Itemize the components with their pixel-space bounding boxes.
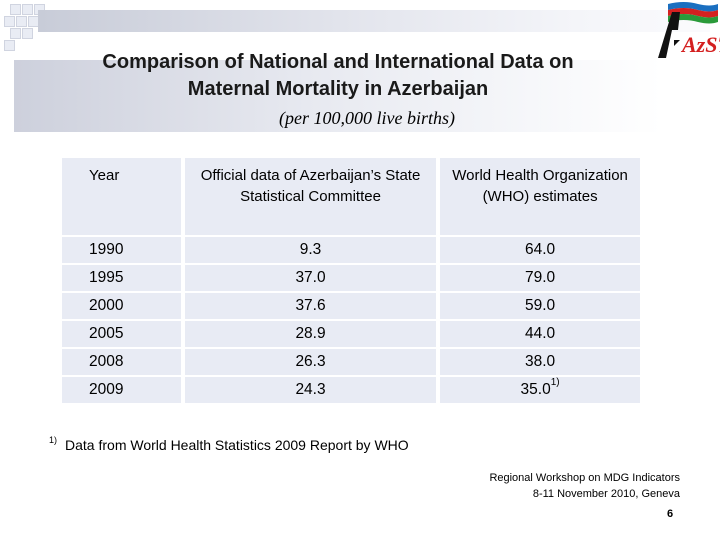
- footnote-marker: 1): [49, 435, 58, 445]
- cell-official: 37.0: [184, 265, 437, 291]
- mortality-table: Year Official data of Azerbaijan’s State…: [62, 156, 640, 405]
- cell-who: 79.0: [440, 265, 640, 291]
- slide-title: Comparison of National and International…: [14, 49, 662, 103]
- cell-official: 26.3: [184, 349, 437, 375]
- title-line-2: Maternal Mortality in Azerbaijan: [187, 78, 489, 100]
- slide-subtitle: (per 100,000 live births): [0, 107, 720, 129]
- footnote: 1) Data from World Health Statistics 2009…: [49, 435, 409, 453]
- cell-year: 1990: [62, 237, 181, 263]
- footnote-text: Data from World Health Statistics 2009 R…: [65, 437, 409, 453]
- workshop-line-2: 8-11 November 2010, Geneva: [532, 488, 680, 500]
- header-year: Year: [62, 158, 181, 235]
- cell-year: 2000: [62, 293, 181, 319]
- cell-year: 2008: [62, 349, 181, 375]
- cell-official: 9.3: [184, 237, 437, 263]
- table-row: 1995 37.0 79.0: [62, 265, 640, 291]
- top-band: [38, 10, 710, 32]
- table-header-row: Year Official data of Azerbaijan’s State…: [62, 158, 640, 235]
- workshop-info: Regional Workshop on MDG Indicators 8-11…: [489, 470, 680, 502]
- cell-who: 59.0: [440, 293, 640, 319]
- table-row: 1990 9.3 64.0: [62, 237, 640, 263]
- title-band: [14, 60, 662, 132]
- logo-text: AzSTAT: [680, 32, 720, 57]
- header-official: Official data of Azerbaijan’s State Stat…: [184, 158, 437, 235]
- page-number: 6: [667, 508, 674, 520]
- table-row: 2000 37.6 59.0: [62, 293, 640, 319]
- azstat-logo: AzSTAT: [658, 2, 720, 58]
- title-line-1: Comparison of National and International…: [102, 51, 574, 73]
- workshop-line-1: Regional Workshop on MDG Indicators: [489, 472, 680, 484]
- cell-official: 37.6: [184, 293, 437, 319]
- logo-a-mark: [658, 12, 680, 58]
- table-row: 2005 28.9 44.0: [62, 321, 640, 347]
- subtitle-text: (per 100,000 live births): [279, 108, 455, 128]
- cell-official: 28.9: [184, 321, 437, 347]
- flag-icon: [668, 2, 718, 24]
- footnote-marker: 1): [550, 377, 560, 388]
- cell-year: 2009: [62, 377, 181, 403]
- cell-who: 38.0: [440, 349, 640, 375]
- table-row: 2008 26.3 38.0: [62, 349, 640, 375]
- cell-official: 24.3: [184, 377, 437, 403]
- table-row: 2009 24.3 35.01): [62, 377, 640, 403]
- corner-decoration: [0, 0, 60, 51]
- cell-year: 2005: [62, 321, 181, 347]
- cell-who: 64.0: [440, 237, 640, 263]
- cell-who: 44.0: [440, 321, 640, 347]
- cell-who: 35.01): [440, 377, 640, 403]
- cell-year: 1995: [62, 265, 181, 291]
- header-who: World Health Organization (WHO) estimate…: [440, 158, 640, 235]
